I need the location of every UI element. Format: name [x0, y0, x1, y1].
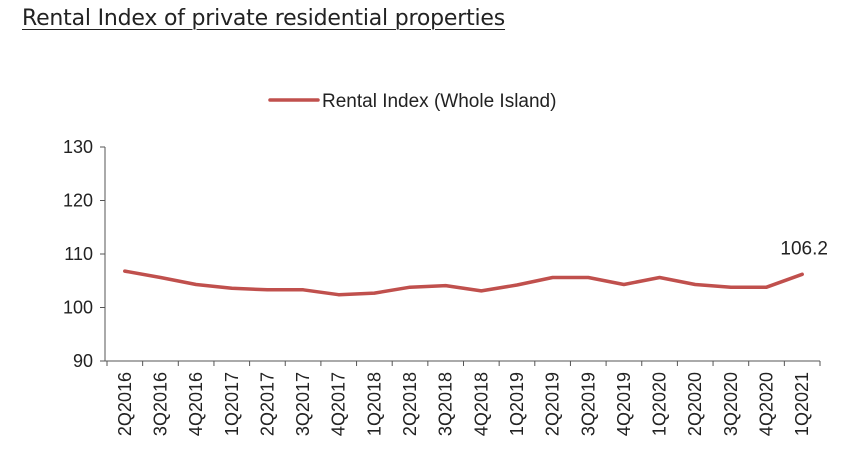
- x-tick-label: 3Q2018: [436, 372, 456, 436]
- data-point: [586, 276, 590, 279]
- x-tick-label: 1Q2020: [650, 372, 670, 436]
- x-tick-label: 4Q2017: [329, 372, 349, 436]
- x-tick-label: 3Q2019: [578, 372, 598, 436]
- data-point: [123, 269, 127, 273]
- x-tick-label: 3Q2020: [721, 372, 741, 436]
- x-tick-label: 1Q2021: [792, 372, 812, 436]
- data-point: [337, 293, 341, 297]
- data-point: [765, 285, 768, 289]
- x-tick-label: 4Q2016: [186, 372, 206, 436]
- x-tick-label: 3Q2017: [293, 372, 313, 436]
- data-point: [230, 286, 234, 290]
- data-label: 106.2: [780, 238, 828, 259]
- x-tick-label: 2Q2018: [400, 372, 420, 436]
- data-point: [372, 291, 376, 295]
- y-tick-label: 90: [73, 351, 93, 371]
- data-point: [729, 285, 733, 289]
- x-tick-label: 2Q2017: [257, 372, 277, 436]
- x-tick-label: 2Q2019: [543, 372, 563, 436]
- data-point: [515, 283, 519, 287]
- data-point: [194, 283, 198, 286]
- x-tick-label: 4Q2018: [471, 372, 491, 436]
- y-tick-label: 130: [63, 137, 93, 157]
- y-tick-label: 110: [64, 244, 93, 264]
- data-point: [159, 276, 162, 279]
- x-tick-label: 3Q2016: [150, 372, 170, 436]
- data-point: [658, 276, 662, 279]
- data-point: [265, 288, 269, 292]
- series-line: [123, 269, 804, 297]
- data-point: [408, 285, 412, 289]
- x-tick-label: 4Q2019: [614, 372, 634, 436]
- x-tick-label: 2Q2016: [115, 372, 135, 436]
- y-tick-label: 100: [63, 298, 93, 318]
- x-tick-label: 4Q2020: [757, 372, 777, 436]
- data-point: [301, 288, 305, 292]
- x-tick-label: 2Q2020: [685, 372, 705, 436]
- x-tick-label: 1Q2018: [364, 372, 384, 436]
- data-point: [444, 284, 448, 288]
- page-title: Rental Index of private residential prop…: [22, 6, 506, 31]
- y-tick-label: 120: [63, 191, 93, 211]
- legend-label: Rental Index (Whole Island): [322, 91, 556, 112]
- data-point: [693, 283, 697, 286]
- data-point: [800, 272, 804, 276]
- data-point: [551, 276, 555, 279]
- x-tick-label: 1Q2017: [222, 372, 242, 436]
- x-tick-label: 1Q2019: [507, 372, 527, 436]
- data-point: [479, 289, 483, 293]
- data-point: [622, 283, 626, 286]
